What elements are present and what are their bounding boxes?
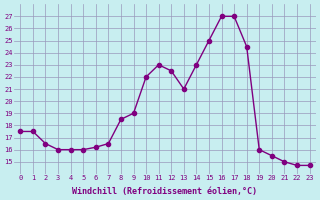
X-axis label: Windchill (Refroidissement éolien,°C): Windchill (Refroidissement éolien,°C) <box>72 187 258 196</box>
